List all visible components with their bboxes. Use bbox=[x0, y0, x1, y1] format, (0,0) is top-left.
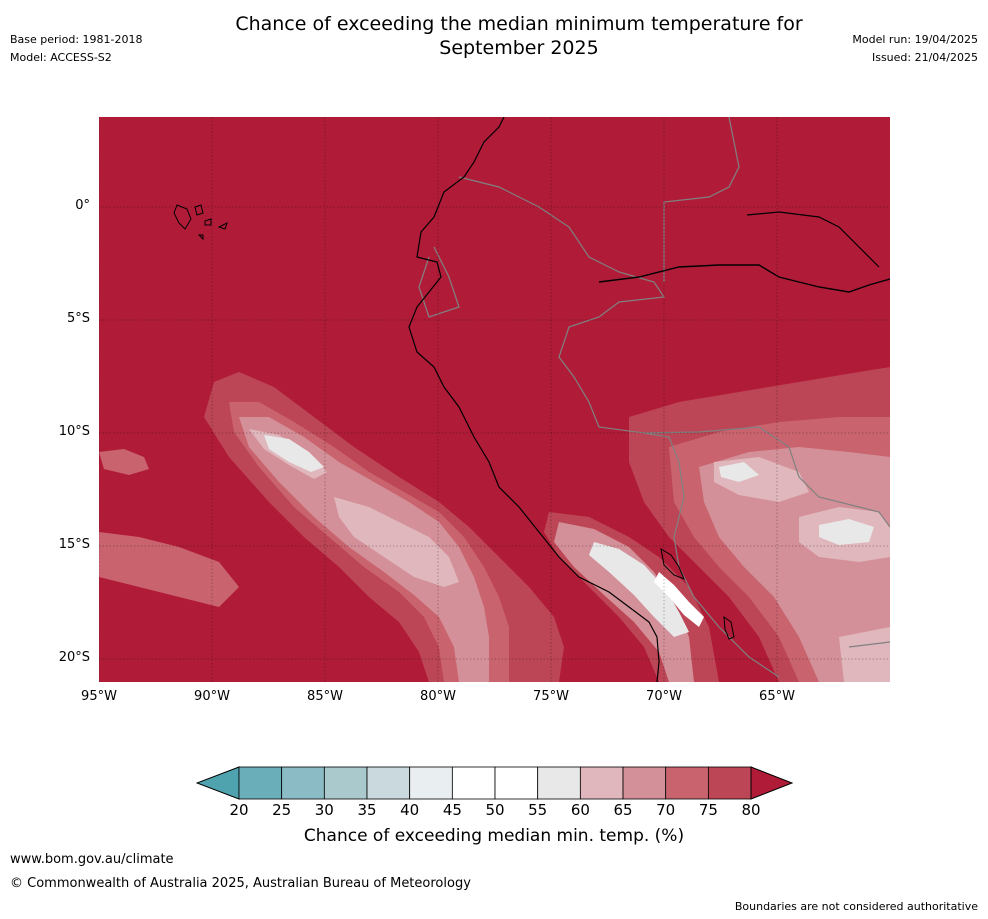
colorbar-label: Chance of exceeding median min. temp. (%… bbox=[303, 826, 685, 846]
galapagos-islands bbox=[173, 204, 228, 241]
contour-55-offshore bbox=[264, 435, 324, 472]
footer-disclaimer: Boundaries are not considered authoritat… bbox=[734, 900, 978, 913]
colorbar-cells bbox=[238, 766, 752, 800]
footer-url: www.bom.gov.au/climate bbox=[10, 852, 174, 867]
lake-titicaca bbox=[660, 547, 685, 580]
colorbar-tick-label: 65 bbox=[613, 801, 633, 819]
colorbar-cell bbox=[366, 766, 411, 800]
country-boundaries bbox=[418, 117, 890, 678]
base-period-label: Base period: 1981-2018 bbox=[10, 33, 143, 46]
contour-45-coastal bbox=[654, 572, 704, 627]
colorbar-tick-label: 80 bbox=[741, 801, 761, 819]
lon-label-75w: 75°W bbox=[533, 689, 569, 704]
contour-70-far-offshore bbox=[99, 532, 239, 607]
forecast-map bbox=[99, 117, 890, 682]
colorbar-under-arrow bbox=[196, 766, 240, 800]
contour-70-small-west bbox=[99, 449, 149, 475]
colorbar-cell bbox=[238, 766, 283, 800]
lon-label-70w: 70°W bbox=[646, 689, 682, 704]
contour-65-offshore bbox=[239, 417, 489, 682]
contour-65-coastal bbox=[554, 522, 694, 682]
contour-60-offshore bbox=[249, 429, 459, 587]
colorbar-tick-label: 50 bbox=[485, 801, 505, 819]
title-line-1: Chance of exceeding the median minimum t… bbox=[235, 13, 803, 35]
colorbar-tick-label: 55 bbox=[528, 801, 548, 819]
colorbar-tick-label: 40 bbox=[400, 801, 420, 819]
colorbar-cell bbox=[409, 766, 453, 800]
colorbar-cell bbox=[323, 766, 368, 800]
map-canvas bbox=[99, 117, 890, 682]
contour-65-interior bbox=[699, 447, 890, 682]
map-title: Chance of exceeding the median minimum t… bbox=[194, 12, 844, 60]
lon-label-80w: 80°W bbox=[420, 689, 456, 704]
colorbar-tick-label: 25 bbox=[272, 801, 292, 819]
colorbar-cell bbox=[665, 766, 709, 800]
colorbar-tick-label: 30 bbox=[314, 801, 334, 819]
colorbar-cell bbox=[494, 766, 539, 800]
amazon-river bbox=[598, 264, 890, 293]
coastline bbox=[408, 117, 660, 682]
lon-label-90w: 90°W bbox=[194, 689, 230, 704]
river-north bbox=[746, 211, 880, 268]
contour-55-coastal bbox=[589, 542, 689, 637]
model-run-label: Model run: 19/04/2025 bbox=[852, 33, 978, 46]
lat-label-5s: 5°S bbox=[66, 311, 90, 326]
colorbar-tick-label: 75 bbox=[698, 801, 718, 819]
colorbar-cell bbox=[281, 766, 325, 800]
lon-label-85w: 85°W bbox=[307, 689, 343, 704]
lon-label-65w: 65°W bbox=[759, 689, 795, 704]
colorbar-tick-label: 70 bbox=[656, 801, 676, 819]
lat-label-0: 0° bbox=[75, 198, 90, 213]
colorbar-cell bbox=[622, 766, 667, 800]
footer-copyright: © Commonwealth of Australia 2025, Austra… bbox=[10, 876, 471, 891]
issued-label: Issued: 21/04/2025 bbox=[871, 51, 978, 64]
lake-poopo bbox=[723, 615, 735, 640]
lat-label-15s: 15°S bbox=[58, 537, 90, 552]
contour-60-interior bbox=[714, 457, 890, 682]
colorbar-tick-label: 35 bbox=[357, 801, 377, 819]
colorbar-tick-label: 20 bbox=[229, 801, 249, 819]
title-line-2: September 2025 bbox=[439, 37, 599, 59]
colorbar-over-arrow bbox=[750, 766, 794, 800]
colorbar-cell bbox=[537, 766, 581, 800]
model-label: Model: ACCESS-S2 bbox=[10, 51, 112, 64]
graticule bbox=[99, 117, 890, 682]
colorbar-tick-label: 60 bbox=[570, 801, 590, 819]
colorbar-cell bbox=[707, 766, 752, 800]
colorbar-tick-label: 45 bbox=[442, 801, 462, 819]
colorbar bbox=[196, 766, 794, 800]
colorbar-cell bbox=[451, 766, 496, 800]
lat-label-20s: 20°S bbox=[58, 650, 90, 665]
colorbar-cell bbox=[579, 766, 624, 800]
contour-55-interior bbox=[719, 462, 874, 545]
lon-label-95w: 95°W bbox=[81, 689, 117, 704]
lat-label-10s: 10°S bbox=[58, 424, 90, 439]
